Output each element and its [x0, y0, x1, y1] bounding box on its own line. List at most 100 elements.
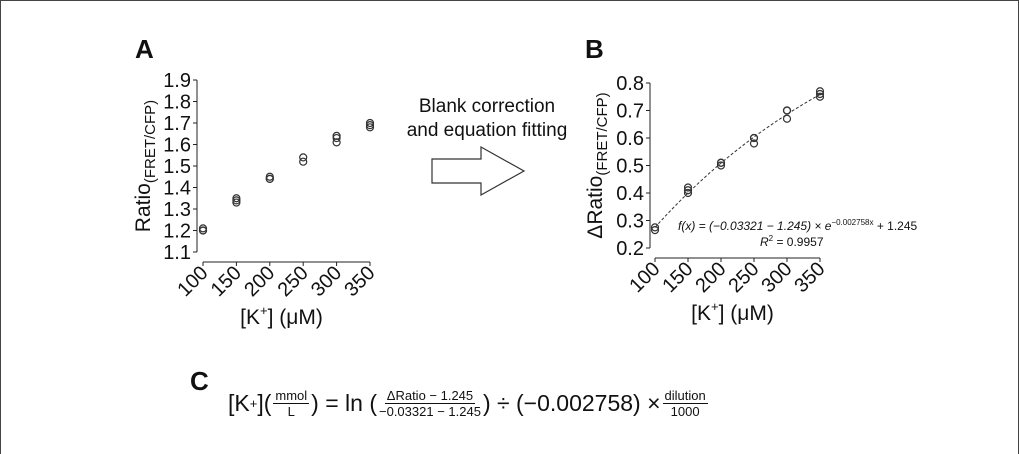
point: [299, 157, 308, 166]
y-tick-label: 0.2: [616, 238, 644, 260]
point: [365, 121, 375, 130]
r2-sup: 2: [769, 234, 774, 243]
point: [716, 158, 726, 167]
x-tick-label: 100: [173, 262, 212, 301]
y-tick-label: 1.5: [163, 156, 191, 178]
fit-r2: R2 = 0.9957: [760, 234, 824, 249]
y-tick-label: 1.4: [163, 178, 191, 200]
x-tick-label: 200: [691, 258, 730, 297]
numerator: mmol: [273, 388, 310, 404]
eq-text: ) ÷ (−0.002758) ×: [482, 390, 661, 416]
point: [782, 114, 792, 123]
x-tick-label: 300: [757, 258, 796, 297]
arrow-text: Blank correction: [419, 96, 555, 117]
x-label-sup: +: [260, 303, 268, 318]
y-tick-label: 1.9: [163, 70, 191, 92]
point: [782, 106, 792, 115]
fit-curve: [654, 94, 821, 228]
denominator: −0.03321 − 1.245: [379, 404, 481, 419]
x-label-part: [K: [691, 302, 711, 325]
point: [332, 131, 341, 140]
y-label-main: ΔRatio: [584, 176, 607, 239]
point: [683, 183, 693, 192]
y-tick-label: 1.1: [163, 242, 191, 264]
r2-part: = 0.9957: [773, 235, 824, 249]
fraction: dilution 1000: [662, 388, 708, 419]
x-tick-label: 350: [340, 262, 379, 301]
point: [749, 133, 759, 143]
x-axis-label: [K+] (μM): [691, 299, 774, 325]
fraction: ΔRatio − 1.245 −0.03321 − 1.245: [379, 388, 481, 419]
denominator: L: [287, 404, 295, 419]
fraction: mmol L: [273, 388, 310, 419]
x-label-part: [K: [240, 306, 260, 329]
x-tick-label: 200: [240, 262, 279, 301]
point: [232, 198, 241, 207]
fit-part: f(x) = (−0.03321 − 1.245) × e: [678, 219, 832, 233]
point: [815, 92, 825, 101]
y-tick-label: 0.3: [616, 211, 644, 233]
point: [815, 89, 825, 99]
point: [365, 123, 375, 132]
y-tick-label: 0.7: [616, 101, 644, 123]
point: [716, 161, 726, 170]
y-tick-label: 0.4: [616, 183, 644, 205]
y-tick-label: 1.7: [163, 113, 191, 135]
y-label-main: Ratio: [132, 183, 155, 232]
y-tick-label: 0.8: [616, 73, 644, 95]
eq-text: [K: [228, 390, 250, 416]
fit-equation: f(x) = (−0.03321 − 1.245) × e−0.002758x …: [678, 218, 918, 233]
point: [198, 226, 208, 235]
x-tick-label: 250: [724, 258, 763, 297]
arrow-text: and equation fitting: [407, 120, 568, 141]
point: [265, 172, 274, 181]
x-tick-label: 250: [274, 262, 313, 301]
point: [683, 188, 693, 198]
y-tick-label: 1.6: [163, 135, 191, 157]
panel-letter: B: [585, 34, 604, 64]
point: [749, 139, 759, 148]
point: [815, 87, 825, 96]
y-axis-label: Ratio(FRET/CFP): [132, 100, 159, 232]
x-label-part: ] (μM): [719, 302, 774, 325]
y-tick-label: 1.3: [163, 199, 191, 221]
point: [650, 226, 660, 235]
point: [650, 223, 660, 232]
point: [265, 174, 274, 183]
point: [232, 196, 241, 205]
y-label-sub: (FRET/CFP): [142, 100, 159, 183]
numerator: dilution: [662, 388, 708, 404]
y-tick-label: 1.2: [163, 221, 191, 243]
y-tick-label: 0.6: [616, 128, 644, 150]
fit-part: + 1.245: [873, 219, 917, 233]
x-tick-label: 300: [307, 262, 346, 301]
fit-sup: −0.002758x: [831, 218, 873, 227]
point: [683, 186, 693, 195]
equation: [K +]( mmol L ) = ln ( ΔRatio − 1.245 −0.03…: [228, 388, 710, 419]
arrow: [431, 145, 526, 197]
point: [198, 224, 208, 233]
y-axis-label: ΔRatio(FRET/CFP): [584, 92, 611, 238]
point: [232, 194, 241, 203]
eq-text: ](: [257, 390, 272, 416]
y-label-sub: (FRET/CFP): [594, 92, 611, 175]
numerator: ΔRatio − 1.245: [384, 388, 476, 404]
point: [299, 153, 308, 162]
x-label-sup: +: [711, 299, 719, 314]
panel-letter: C: [190, 366, 209, 396]
point: [365, 118, 375, 128]
x-tick-label: 150: [207, 262, 246, 301]
point: [332, 133, 341, 143]
y-tick-label: 1.8: [163, 92, 191, 114]
r2-part: R: [760, 235, 769, 249]
x-tick-label: 100: [625, 258, 664, 297]
eq-text: ) = ln (: [311, 390, 377, 416]
denominator: 1000: [670, 404, 700, 419]
eq-sup: +: [249, 396, 258, 411]
x-axis-label: [K+] (μM): [240, 303, 323, 329]
y-tick-label: 0.5: [616, 156, 644, 178]
x-tick-label: 150: [658, 258, 697, 297]
x-label-part: ] (μM): [268, 306, 323, 329]
